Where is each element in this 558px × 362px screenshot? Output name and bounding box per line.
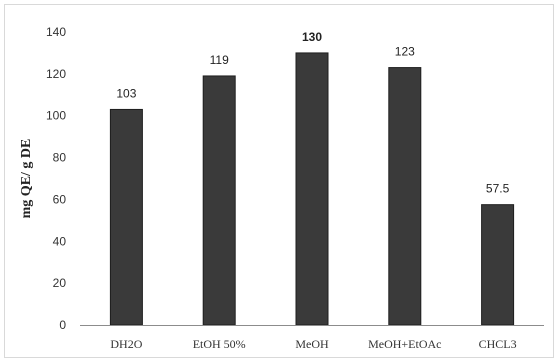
bar-0 bbox=[109, 108, 143, 326]
data-label-1: 119 bbox=[210, 53, 229, 67]
x-tick-label-0: DH2O bbox=[110, 337, 142, 351]
chart-frame bbox=[4, 4, 554, 358]
y-tick-label-2: 40 bbox=[53, 234, 67, 248]
x-tick-label-2: MeOH bbox=[295, 337, 329, 351]
x-axis-labels: DH2O EtOH 50% MeOH MeOH+EtOAc CHCL3 bbox=[110, 337, 516, 351]
bar-4 bbox=[481, 204, 515, 326]
y-axis-title: mg QE/ g DE bbox=[19, 139, 34, 219]
data-label-0: 103 bbox=[116, 86, 136, 100]
bar-1 bbox=[202, 75, 236, 326]
bars bbox=[109, 52, 515, 326]
data-labels: 103 119 130 123 57.5 bbox=[116, 30, 509, 196]
bar-2 bbox=[295, 52, 329, 326]
y-axis-ticks: 0 20 40 60 80 100 120 140 bbox=[46, 25, 66, 332]
y-tick-label-1: 20 bbox=[53, 276, 67, 290]
bar-3 bbox=[388, 67, 422, 326]
data-label-3: 123 bbox=[395, 45, 415, 59]
data-label-4: 57.5 bbox=[486, 182, 510, 196]
x-tick-label-3: MeOH+EtOAc bbox=[368, 337, 441, 351]
y-tick-label-4: 80 bbox=[53, 151, 67, 165]
y-tick-label-6: 120 bbox=[46, 67, 66, 81]
y-tick-label-5: 100 bbox=[46, 109, 66, 123]
data-label-2: 130 bbox=[302, 30, 322, 44]
x-tick-label-4: CHCL3 bbox=[479, 337, 517, 351]
y-tick-label-7: 140 bbox=[46, 25, 66, 39]
x-tick-label-1: EtOH 50% bbox=[193, 337, 246, 351]
y-tick-label-3: 60 bbox=[53, 192, 67, 206]
y-tick-label-0: 0 bbox=[59, 318, 66, 332]
